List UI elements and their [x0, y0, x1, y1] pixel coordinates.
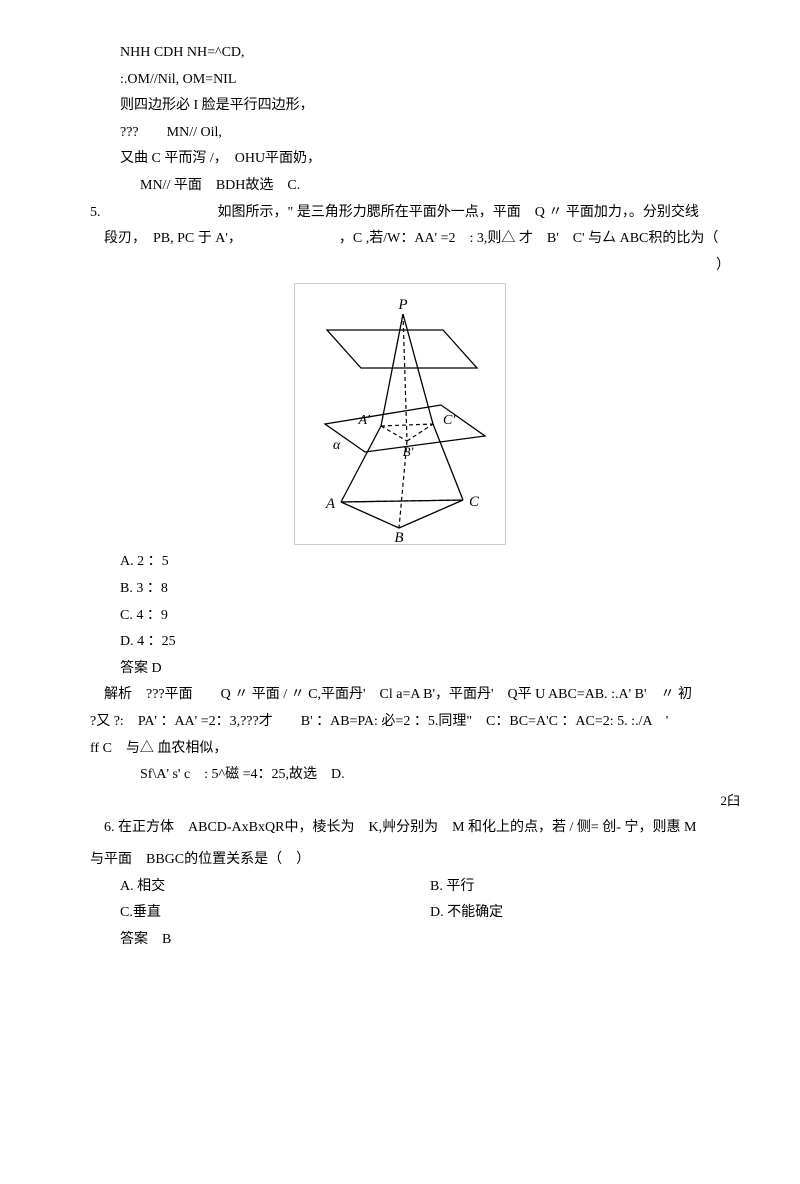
edge-cp-c: [433, 424, 463, 500]
q5-stem: 5. 如图所示，" 是三角形力腮所在平面外一点，平面 Q 〃 平面加力，。分别交…: [60, 200, 740, 227]
q5-tail2: ，C ,若/W：AA' =2 : 3,则△ 才 B' C' 与厶 ABC积的比为…: [339, 231, 718, 246]
document-page: NHH CDH NH=^CD, :.OM//Nil, OM=NIL 则四边形必 …: [0, 0, 800, 1184]
q5-exp-line: Sf\A' s' c : 5^磁 =4：25,故选 D.: [60, 762, 740, 789]
base-triangle: [341, 500, 463, 528]
q6-options-row1: A. 相交 B. 平行: [60, 874, 740, 901]
q5-tail1: 段刃， PB, PC 于 A'，: [104, 231, 242, 246]
edge-ap-bp: [381, 426, 407, 441]
top-plane: [327, 330, 477, 368]
proof-line: NHH CDH NH=^CD,: [60, 40, 740, 67]
label-ap: A': [357, 413, 371, 428]
proof-line: 则四边形必 I 脸是平行四边形，: [60, 93, 740, 120]
q5-opt-c: C. 4 ：9: [60, 603, 740, 630]
proof-line: 又曲 C 平而泻 /， OHU平面奶，: [60, 146, 740, 173]
label-a: A: [325, 496, 336, 512]
label-c: C: [469, 494, 480, 510]
q5-number: 5.: [90, 205, 101, 220]
q6-stem: 6. 在正方体 ABCD-AxBxQR中，棱长为 K,艸分别为 M 和化上的点，…: [60, 815, 740, 842]
edge-ap-cp: [381, 424, 433, 426]
q6-stem-cont: 与平面 BBGC的位置关系是（ ）: [60, 847, 740, 874]
label-alpha: α: [333, 438, 341, 453]
q5-opt-d: D. 4 ：25: [60, 629, 740, 656]
q5-opt-a: A. 2 ：5: [60, 549, 740, 576]
proof-line: :.OM//Nil, OM=NIL: [60, 67, 740, 94]
proof-line: MN// 平面 BDH故选 C.: [60, 173, 740, 200]
q6-options-row2: C.垂直 D. 不能确定: [60, 900, 740, 927]
q5-exp-line: ?又 ?: PA' ：AA' =2：3,???才 B' ：AB=PA: 必=2 …: [60, 709, 740, 736]
q5-opt-b: B. 3 ：8: [60, 576, 740, 603]
q5-answer: 答案 D: [60, 656, 740, 683]
geometry-diagram: P A' B' C' α A B C: [295, 284, 505, 544]
edge-ap-a: [341, 426, 381, 502]
label-cp: C': [443, 413, 456, 428]
q6-opt-c: C.垂直: [120, 900, 430, 927]
edge-p-ap: [381, 314, 403, 426]
q6-opt-b: B. 平行: [430, 874, 740, 901]
q5-exp-line: ff C 与△ 血农相似，: [60, 736, 740, 763]
page-number: 2臼: [720, 789, 740, 814]
label-b: B: [394, 530, 403, 544]
q5-figure-wrap: P A' B' C' α A B C: [60, 283, 740, 545]
q6-opt-a: A. 相交: [120, 874, 430, 901]
q6-number: 6.: [104, 820, 115, 835]
edge-p-bp: [403, 314, 407, 441]
q5-exp-line: 解析 ???平面 Q 〃 平面 / 〃 C,平面丹' Cl a=A B'，平面丹…: [60, 682, 740, 709]
edge-bp-cp: [407, 424, 433, 441]
q5-figure: P A' B' C' α A B C: [294, 283, 506, 545]
q6-text1: 在正方体 ABCD-AxBxQR中，棱长为 K,艸分别为 M 和化上的点，若 /…: [118, 820, 696, 835]
q6-answer: 答案 B: [60, 927, 740, 954]
label-bp: B': [403, 444, 414, 459]
q5-text: 如图所示，" 是三角形力腮所在平面外一点，平面 Q 〃 平面加力，。分别交线: [218, 205, 699, 220]
label-p: P: [397, 297, 407, 313]
q5-paren: ）: [60, 253, 740, 280]
q6-opt-d: D. 不能确定: [430, 900, 740, 927]
proof-line: ??? MN// Oil,: [60, 120, 740, 147]
q5-stem-cont: 段刃， PB, PC 于 A'， ，C ,若/W：AA' =2 : 3,则△ 才…: [60, 226, 740, 253]
